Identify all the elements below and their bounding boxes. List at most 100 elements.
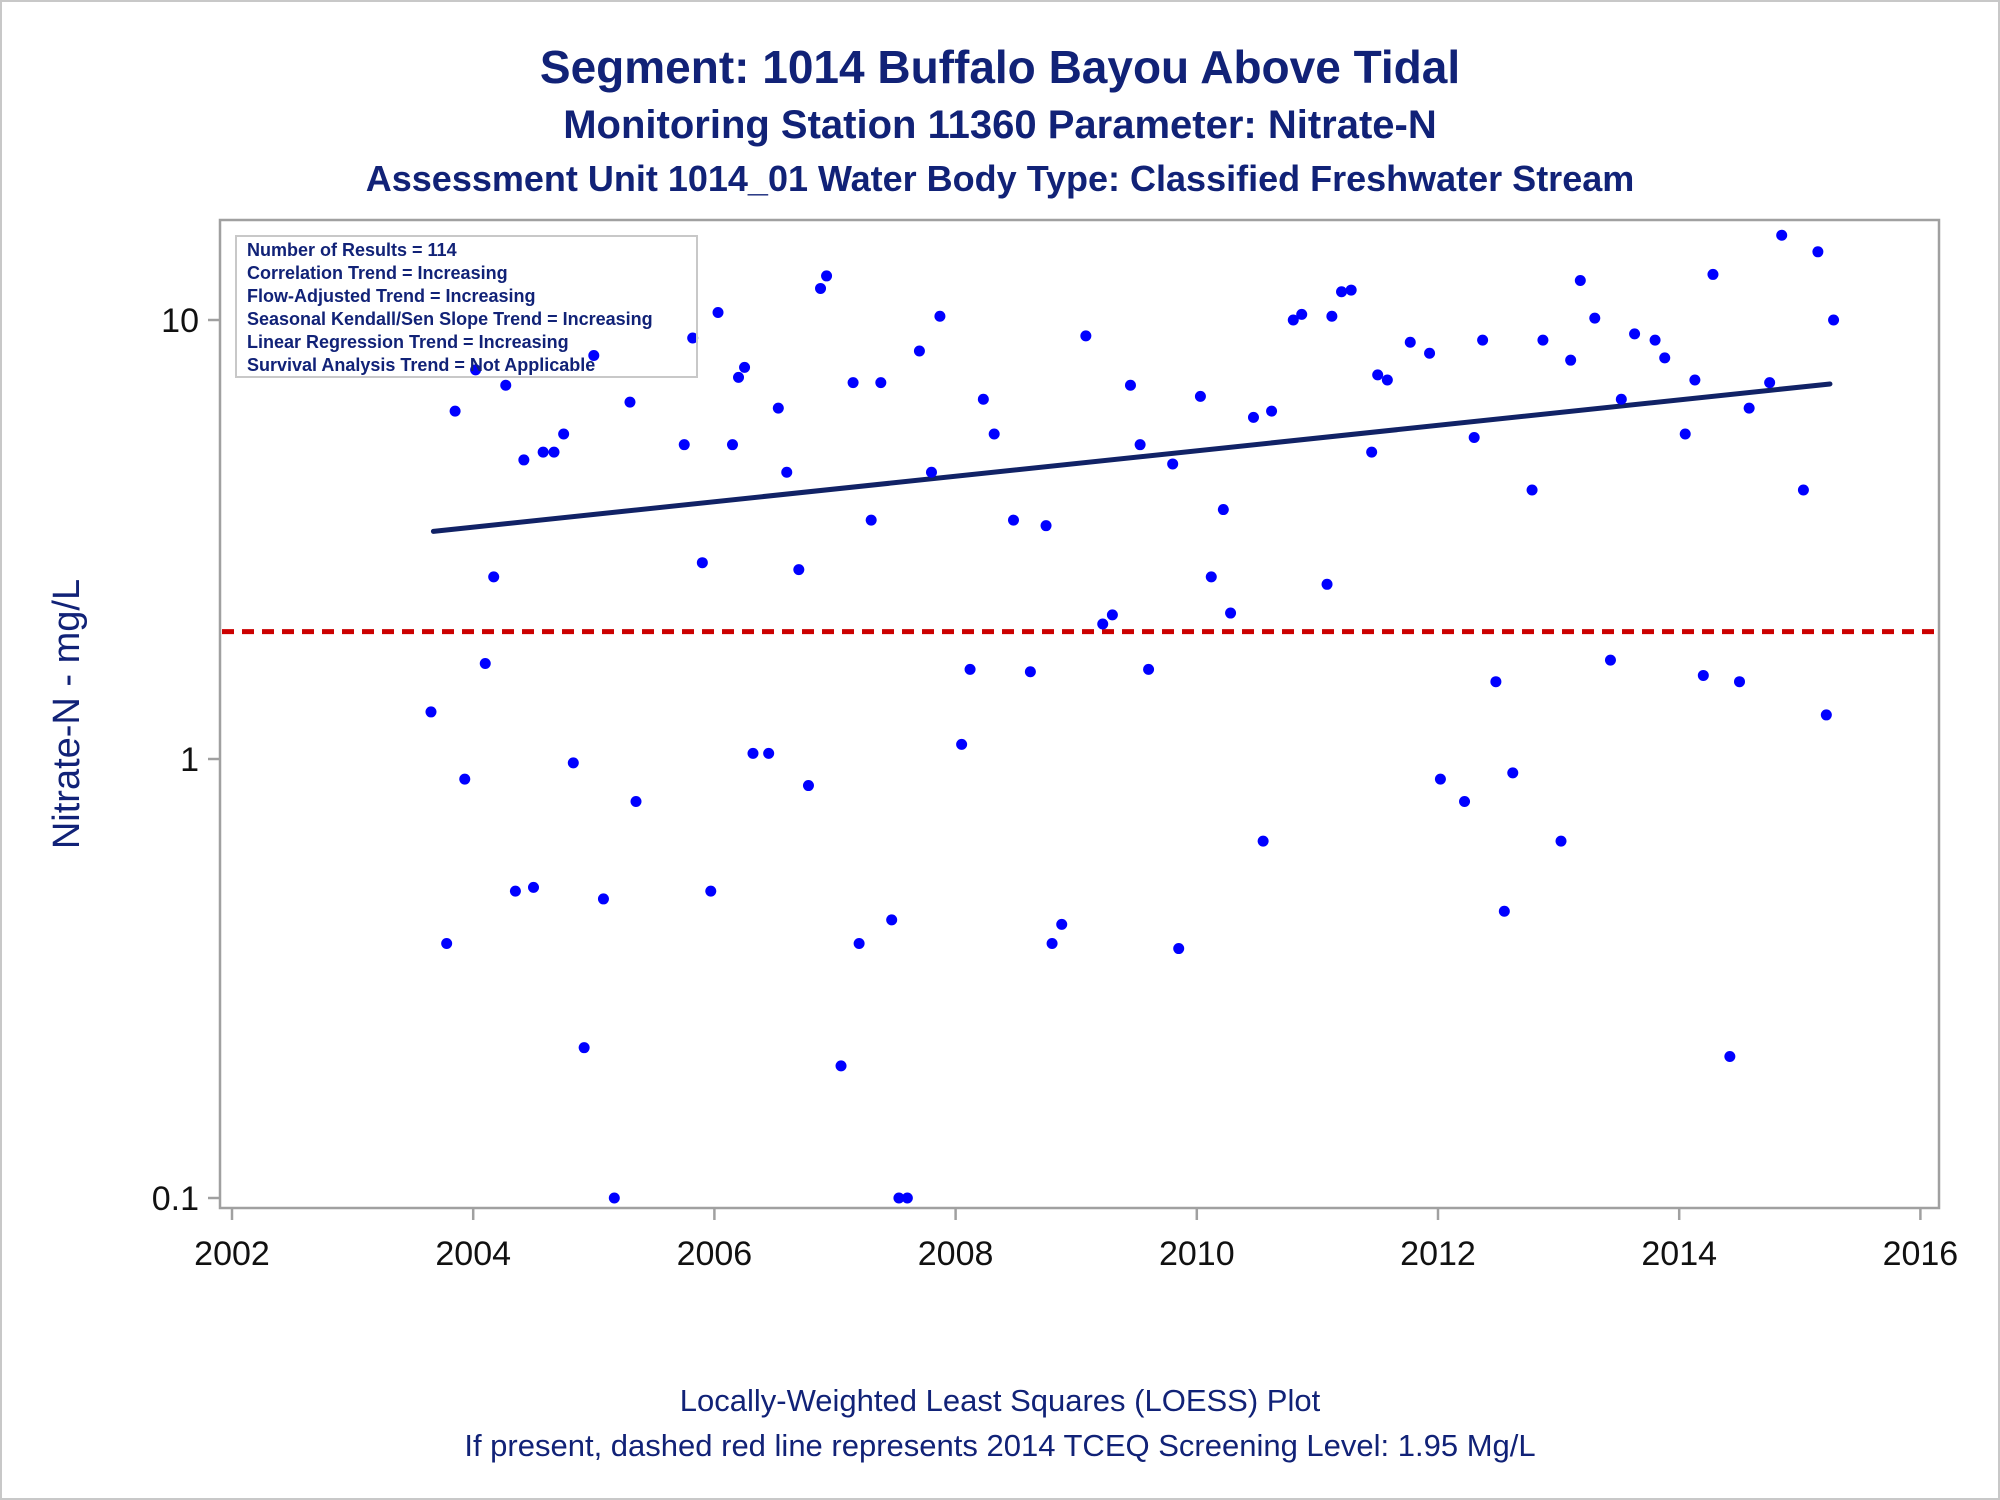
data-point: [1468, 431, 1480, 443]
data-point: [925, 466, 937, 478]
data-point: [781, 466, 793, 478]
x-tick-label: 2008: [918, 1235, 994, 1273]
data-point: [712, 307, 724, 319]
data-point: [479, 658, 491, 670]
data-point: [1372, 369, 1384, 381]
data-point: [901, 1192, 913, 1204]
data-point: [449, 405, 461, 417]
data-point: [1326, 310, 1338, 322]
data-point: [1247, 411, 1259, 423]
x-tick-label: 2002: [194, 1235, 270, 1273]
data-point: [1629, 328, 1641, 340]
data-point: [1507, 767, 1519, 779]
data-point: [1555, 835, 1567, 847]
data-point: [1143, 663, 1155, 675]
data-point: [1007, 514, 1019, 526]
data-point: [678, 439, 690, 451]
data-point: [1477, 334, 1489, 346]
footnote-screening-level: If present, dashed red line represents 2…: [464, 1428, 1536, 1463]
data-point: [1106, 609, 1118, 621]
data-point: [875, 377, 887, 389]
data-point: [500, 379, 512, 391]
x-tick-label: 2004: [435, 1235, 511, 1273]
data-point: [528, 881, 539, 893]
data-point: [733, 371, 745, 383]
data-point: [1134, 439, 1146, 451]
data-point: [588, 350, 600, 362]
data-point: [1404, 336, 1416, 348]
data-point: [1459, 796, 1471, 808]
data-point: [1589, 312, 1601, 324]
data-point: [802, 780, 814, 792]
data-point: [977, 393, 989, 405]
chart-subtitle-2: Assessment Unit 1014_01 Water Body Type:…: [365, 158, 1635, 199]
data-point: [597, 893, 609, 905]
data-point: [1173, 943, 1185, 955]
data-point: [1257, 835, 1269, 847]
stats-box-border: [235, 235, 698, 378]
data-point: [739, 361, 751, 373]
data-point: [964, 663, 976, 675]
stats-box: Number of Results = 114 Correlation Tren…: [235, 235, 698, 378]
data-point: [630, 796, 642, 808]
data-point: [763, 747, 775, 759]
plot-area-border: [218, 218, 1941, 1210]
data-point: [459, 773, 471, 785]
data-point: [1194, 390, 1206, 402]
data-point: [1381, 374, 1393, 386]
data-point: [1424, 347, 1436, 359]
data-point: [847, 377, 859, 389]
data-point: [441, 937, 453, 949]
data-point: [1812, 246, 1824, 258]
data-point: [1490, 676, 1502, 688]
data-point: [687, 332, 699, 344]
data-point: [793, 564, 805, 576]
x-tick-label: 2010: [1159, 1235, 1235, 1273]
x-tick-label: 2006: [677, 1235, 753, 1273]
y-tick-label: 10: [161, 302, 199, 340]
data-point: [1820, 709, 1832, 721]
data-point: [747, 747, 759, 759]
data-point: [886, 914, 898, 926]
data-point: [1649, 334, 1661, 346]
data-point: [608, 1192, 620, 1204]
data-point: [470, 364, 482, 376]
data-point: [1537, 334, 1549, 346]
data-point: [1776, 229, 1788, 241]
data-point: [509, 885, 521, 897]
stats-line: Flow-Adjusted Trend = Increasing: [247, 286, 536, 306]
data-point: [913, 345, 925, 357]
data-point: [1734, 676, 1745, 688]
data-point: [1266, 405, 1278, 417]
stats-line: Survival Analysis Trend = Not Applicable: [247, 355, 595, 375]
data-point: [1217, 504, 1229, 516]
data-point: [578, 1042, 590, 1054]
data-point: [1574, 275, 1586, 287]
data-point: [1743, 402, 1755, 414]
data-point: [934, 310, 946, 322]
data-point: [1565, 354, 1577, 366]
data-point: [1526, 484, 1538, 496]
data-point: [1604, 654, 1616, 666]
y-axis-label: Nitrate-N - mg/L: [46, 579, 88, 849]
y-tick-label: 1: [180, 741, 199, 779]
data-point: [624, 396, 636, 408]
data-point: [772, 402, 784, 414]
data-point: [1336, 286, 1348, 298]
data-point: [1056, 918, 1068, 930]
data-point: [705, 885, 717, 897]
data-point: [488, 571, 500, 583]
data-point: [1697, 669, 1709, 681]
data-point: [1040, 520, 1052, 532]
data-point: [1097, 618, 1109, 630]
data-point: [1205, 571, 1217, 583]
data-point: [537, 446, 549, 458]
stats-line: Correlation Trend = Increasing: [247, 263, 508, 283]
data-point: [1689, 374, 1701, 386]
data-point: [558, 428, 570, 440]
data-point: [1707, 268, 1719, 280]
data-point: [567, 757, 579, 769]
stats-line: Seasonal Kendall/Sen Slope Trend = Incre…: [247, 309, 653, 329]
